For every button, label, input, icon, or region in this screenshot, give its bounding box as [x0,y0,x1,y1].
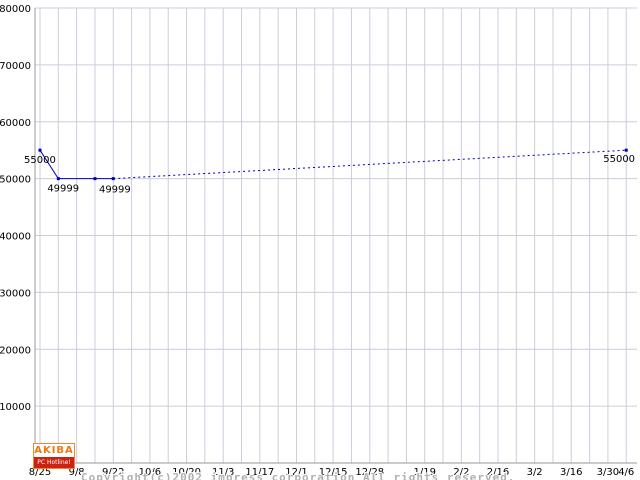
x-tick-label: 10/6 [139,467,161,478]
x-tick-label: 10/20 [172,467,201,478]
x-tick-label: 2/2 [453,467,469,478]
logo-bottom-text: PC Hotline! [34,457,74,468]
y-tick-label: 70000 [0,61,31,72]
y-tick-label: 60000 [0,118,31,129]
data-point-marker [56,177,60,181]
akiba-pc-hotline-logo: AKIBA PC Hotline! [33,443,75,469]
x-tick-label: 3/2 [527,467,543,478]
price-interpolated [113,149,627,180]
data-point-marker [93,177,97,181]
x-tick-label: 3/16 [560,467,582,478]
y-tick-label: 50000 [0,175,31,186]
logo-top-text: AKIBA [34,444,74,457]
x-tick-label: 9/8 [69,467,85,478]
y-tick-label: 80000 [0,4,31,15]
y-tick-label: 10000 [0,402,31,413]
point-label: 55000 [24,155,56,166]
y-tick-label: 40000 [0,232,31,243]
data-point-marker [624,148,628,152]
x-tick-label: 4/6 [618,467,634,478]
x-tick-label: 9/22 [102,467,124,478]
point-label: 49999 [99,185,131,196]
x-tick-label: 8/25 [29,467,51,478]
copyright-line: Copyright(c)2002 impress corporation All… [81,471,516,480]
data-point-marker [38,148,42,152]
x-tick-label: 2/16 [487,467,509,478]
point-label: 55000 [603,154,635,165]
copyright-block: Copyright(c)2002 impress corporation All… [81,443,516,480]
x-tick-label: 12/28 [355,467,384,478]
x-tick-label: 12/1 [285,467,307,478]
x-tick-label: 11/17 [245,467,274,478]
watermark: AKIBA PC Hotline! Copyright(c)2002 impre… [33,443,516,480]
price-observed [39,149,114,180]
x-tick-label: 3/30 [597,467,619,478]
y-tick-label: 30000 [0,288,31,299]
x-tick-label: 12/15 [319,467,348,478]
y-tick-label: 20000 [0,345,31,356]
x-tick-label: 1/19 [413,467,435,478]
point-label: 49999 [47,184,79,195]
x-tick-label: 11/3 [212,467,234,478]
